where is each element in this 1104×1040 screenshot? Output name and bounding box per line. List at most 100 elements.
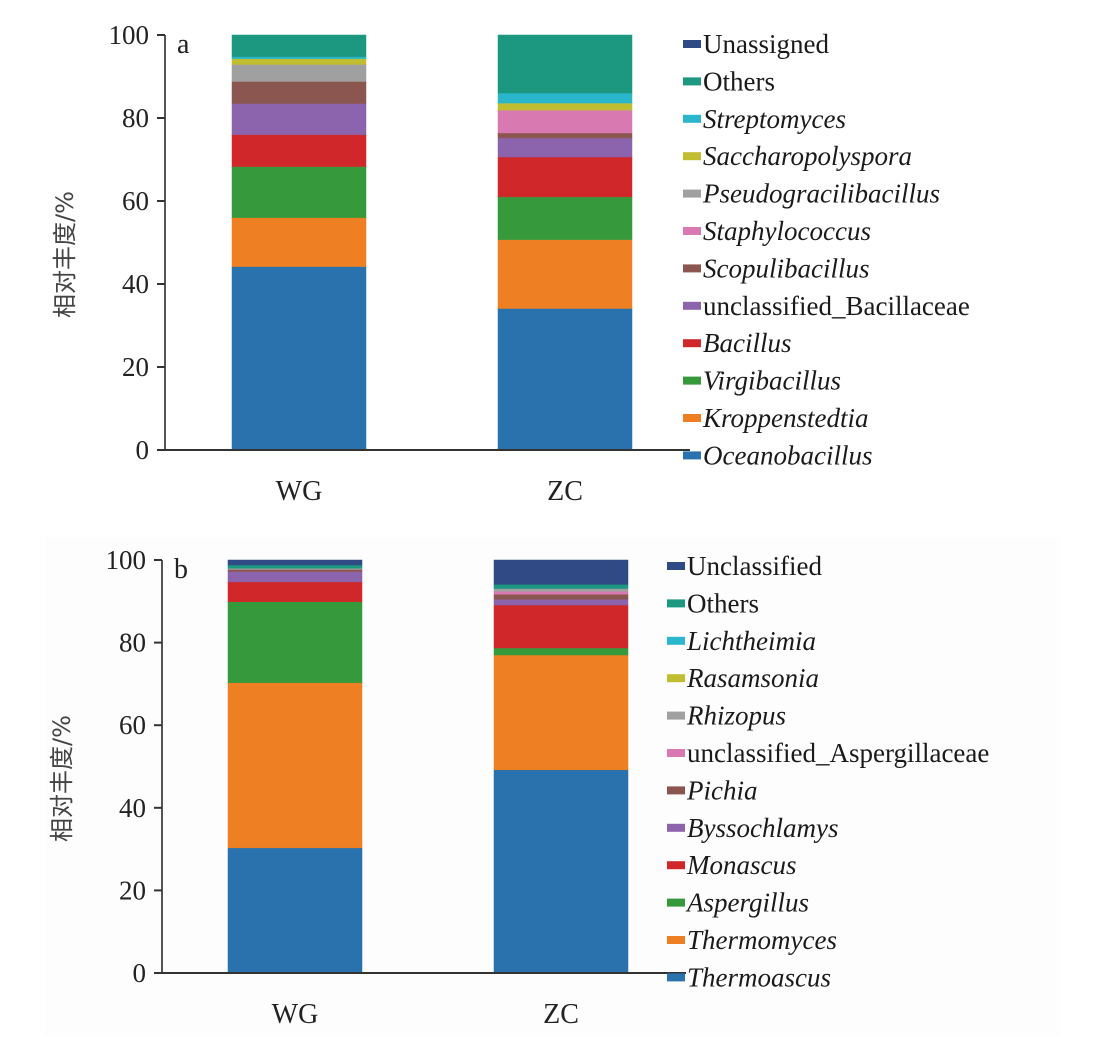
- bar-segment-scopulibacillus-zc: [497, 132, 633, 139]
- x-tick-label-wg: WG: [272, 999, 319, 1030]
- legend-swatch: [667, 936, 685, 944]
- legend-label: Others: [703, 66, 775, 96]
- x-tick-label-wg: WG: [276, 476, 323, 507]
- bar-segment-thermoascus-wg: [227, 847, 363, 974]
- bar-segment-unclassified-aspergillaceae-zc: [493, 591, 629, 595]
- bar-segment-others-zc: [497, 34, 633, 94]
- bar-segment-staphylococcus-zc: [497, 109, 633, 134]
- legend-label: Rhizopus: [686, 701, 786, 731]
- legend-swatch: [683, 227, 701, 235]
- bar-segment-saccharopolyspora-zc: [497, 102, 633, 111]
- legend-swatch: [683, 339, 701, 348]
- legend-label: Streptomyces: [703, 104, 846, 134]
- bar-segment-virgibacillus-wg: [231, 166, 367, 218]
- bar-segment-streptomyces-wg: [231, 56, 367, 59]
- bar-segment-unclassified-wg: [227, 559, 363, 566]
- y-tick-label: 0: [136, 435, 150, 465]
- bar-segment-byssochlamys-zc: [493, 598, 629, 606]
- bar-segment-others-wg: [227, 564, 363, 569]
- legend-swatch: [683, 264, 701, 273]
- stacked-bar-chart-a: 0 20 40 60 80 100 WG ZC 相对丰度/% a Unassigned Others S…: [51, 20, 970, 507]
- legend-item: Bacillus: [683, 328, 792, 358]
- bar-segment-virgibacillus-zc: [497, 196, 633, 240]
- bar-segment-oceanobacillus-zc: [497, 308, 633, 451]
- legend-label: Byssochlamys: [687, 813, 838, 843]
- legend-label: Unassigned: [703, 29, 829, 59]
- legend-swatch: [667, 823, 685, 832]
- bar-segment-thermomyces-zc: [493, 654, 629, 771]
- bar-segment-saccharopolyspora-wg: [231, 58, 367, 65]
- panel-label: b: [174, 554, 188, 585]
- legend-item: Thermoascus: [667, 962, 831, 992]
- legend-label: Others: [687, 588, 759, 618]
- legend-item: Oceanobacillus: [683, 440, 872, 470]
- bar-segment-scopulibacillus-wg: [231, 81, 367, 104]
- legend: Unassigned Others Streptomyces Saccharopoly…: [683, 29, 970, 470]
- bar-segment-others-zc: [493, 584, 629, 589]
- legend: Unclassified Others Lichtheimia Rasamsonia R…: [667, 551, 989, 992]
- legend-swatch: [667, 898, 685, 907]
- legend-item: unclassified_Aspergillaceae: [667, 738, 989, 768]
- legend-label: Thermomyces: [687, 925, 837, 955]
- chart-panel-a: 0 20 40 60 80 100 WG ZC 相对丰度/% a Unassigned Others S…: [51, 20, 970, 507]
- bar-segment-unclassified-bacillaceae-zc: [497, 137, 633, 158]
- legend-item: Rasamsonia: [667, 663, 819, 693]
- legend-swatch: [667, 674, 685, 683]
- legend-label: unclassified_Bacillaceae: [703, 291, 970, 321]
- bar-segment-pichia-zc: [493, 594, 629, 600]
- bar-stack-zc: [493, 559, 629, 974]
- legend-swatch: [683, 114, 701, 123]
- legend-swatch: [667, 636, 685, 645]
- panel-label: a: [177, 29, 190, 60]
- bar-segment-oceanobacillus-wg: [231, 266, 367, 451]
- y-tick-label: 100: [109, 20, 150, 50]
- legend-label: Staphylococcus: [703, 216, 871, 246]
- legend-item: Pichia: [667, 775, 757, 805]
- legend-swatch: [667, 599, 685, 608]
- legend-item: Rhizopus: [667, 701, 786, 731]
- legend-swatch: [683, 189, 701, 198]
- x-tick-label-zc: ZC: [543, 999, 579, 1030]
- legend-label: Aspergillus: [685, 888, 809, 918]
- legend-swatch: [683, 77, 701, 86]
- legend-swatch: [667, 786, 685, 795]
- bar-segment-unclassified-zc: [493, 559, 629, 585]
- bar-segment-kroppenstedtia-zc: [497, 239, 633, 309]
- bar-segment-monascus-wg: [227, 581, 363, 602]
- bar-segment-bacillus-zc: [497, 156, 633, 198]
- y-tick-label: 20: [122, 352, 149, 382]
- legend-item: Kroppenstedtia: [683, 403, 869, 433]
- legend-label: unclassified_Aspergillaceae: [687, 738, 989, 768]
- legend-label: Lichtheimia: [686, 626, 816, 656]
- y-axis-label: 相对丰度/%: [48, 715, 76, 842]
- bar-segment-pseudogracilibacillus-wg: [231, 64, 367, 82]
- legend-item: Others: [683, 66, 775, 96]
- legend-item: Monascus: [667, 850, 797, 880]
- legend-label: Pseudogracilibacillus: [702, 179, 940, 209]
- legend-label: Pichia: [686, 775, 757, 805]
- legend-swatch: [667, 749, 685, 757]
- legend-item: Streptomyces: [683, 104, 846, 134]
- x-tick-label-zc: ZC: [547, 476, 583, 507]
- y-tick-label: 40: [122, 269, 149, 299]
- legend-item: Byssochlamys: [667, 813, 838, 843]
- bar-stack-zc: [497, 34, 633, 451]
- bar-stack-wg: [231, 34, 367, 451]
- chart-panel-b: 0 20 40 60 80 100 WG ZC 相对丰度/% b Unclassified Other…: [0, 525, 1104, 1040]
- legend-item: Pseudogracilibacillus: [683, 179, 940, 209]
- legend-item: Aspergillus: [667, 888, 809, 918]
- bar-segment-monascus-zc: [493, 604, 629, 649]
- legend-item: Virgibacillus: [683, 366, 841, 396]
- y-tick-label: 80: [122, 103, 149, 133]
- bar-segment-thermomyces-wg: [227, 682, 363, 849]
- legend-item: Scopulibacillus: [683, 253, 869, 283]
- legend-label: Unclassified: [687, 551, 822, 581]
- legend-label: Rasamsonia: [686, 663, 819, 693]
- y-tick-label: 60: [119, 710, 146, 740]
- legend-swatch: [683, 40, 701, 48]
- legend-swatch: [683, 152, 701, 161]
- legend-label: Kroppenstedtia: [702, 403, 869, 433]
- y-tick-label: 0: [133, 958, 147, 988]
- legend-item: Saccharopolyspora: [683, 141, 912, 171]
- legend-label: Oceanobacillus: [703, 440, 872, 470]
